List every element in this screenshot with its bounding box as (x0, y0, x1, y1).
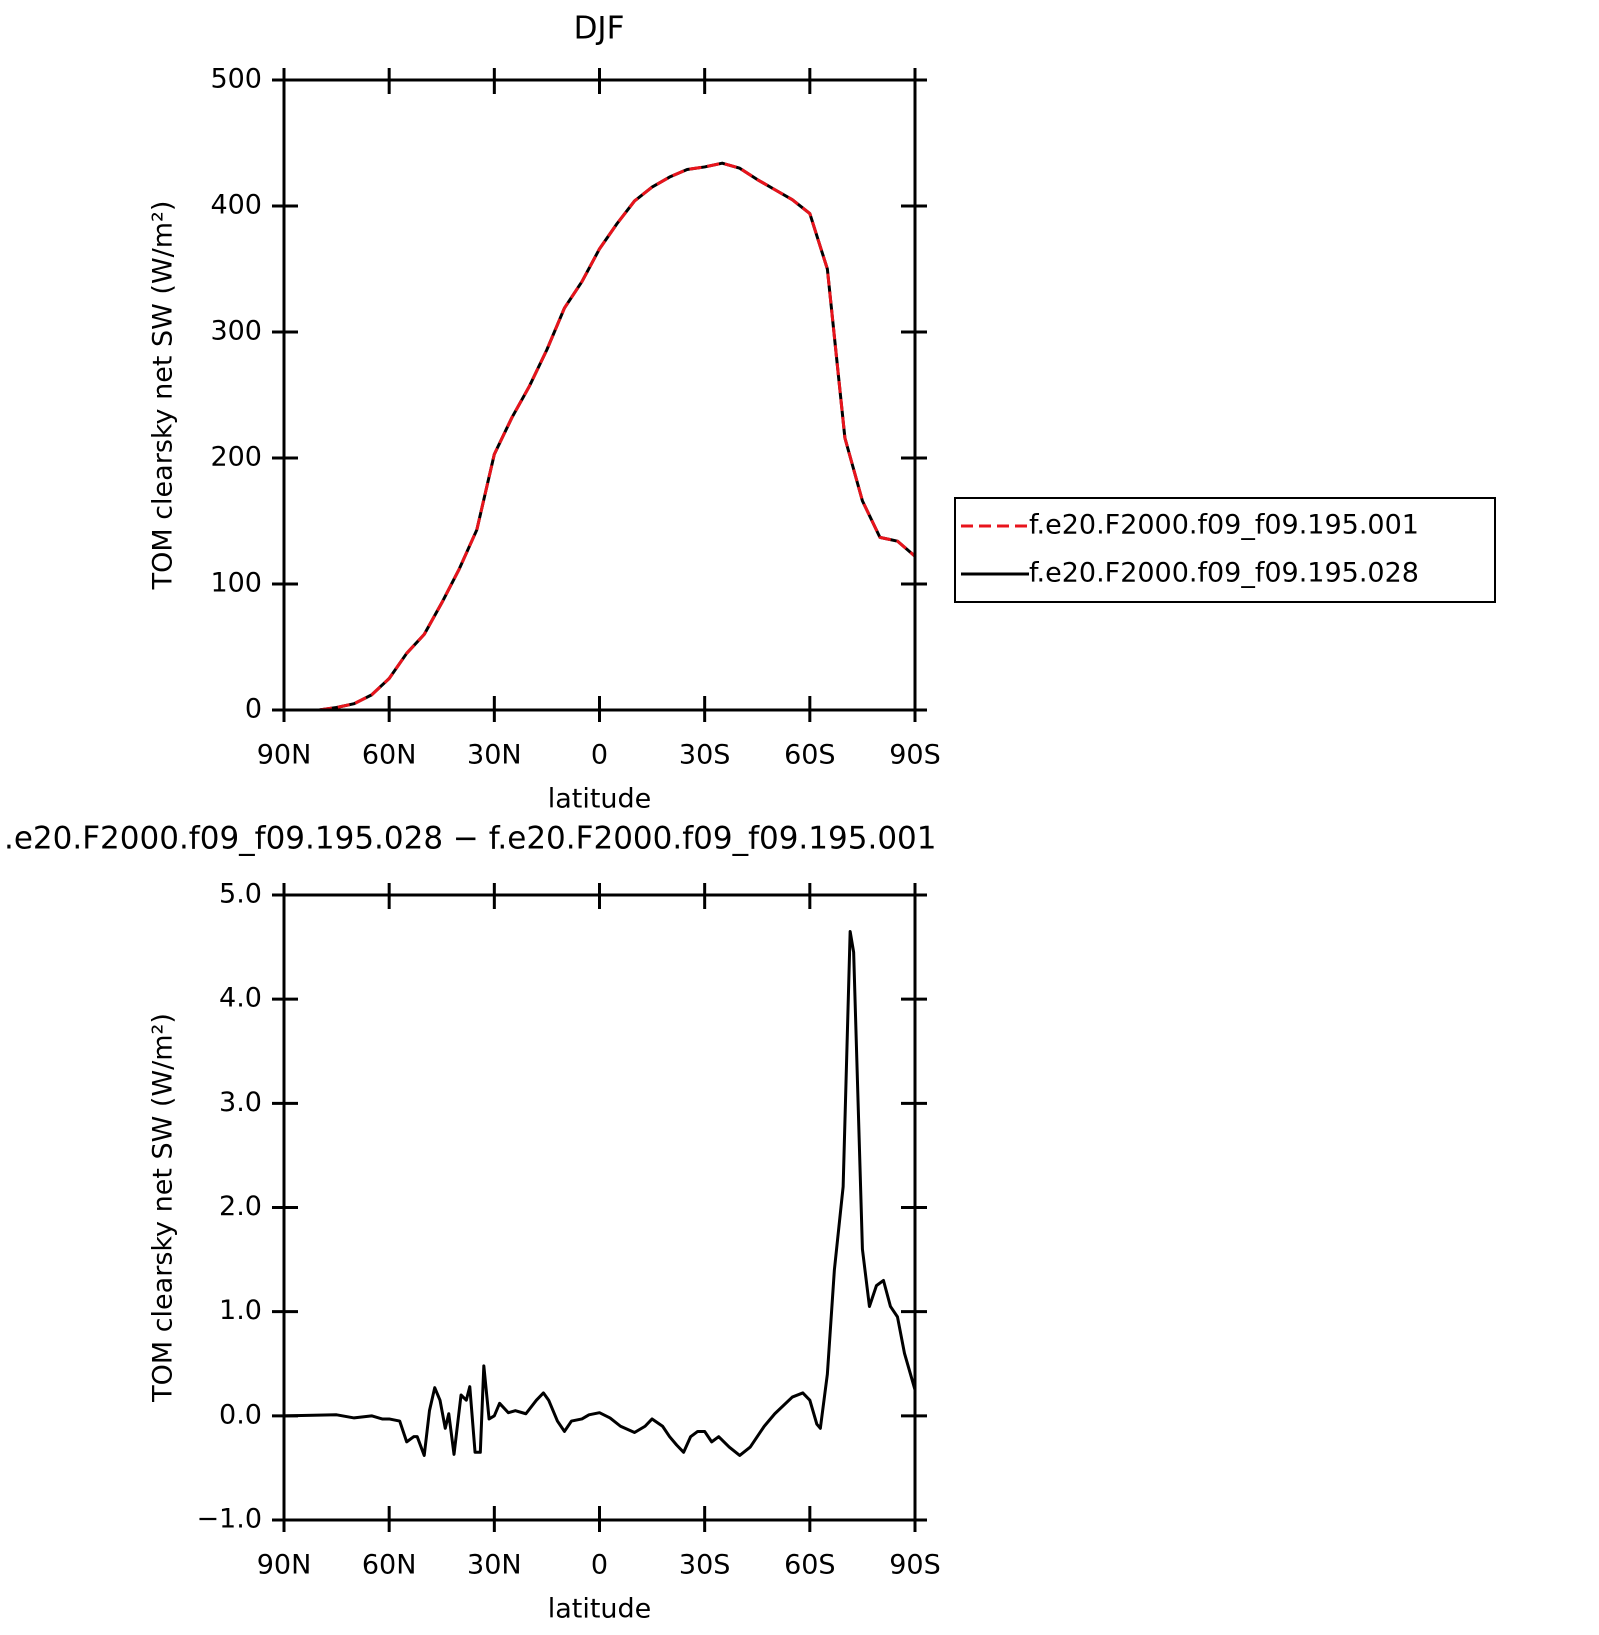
y-tick-label: 2.0 (219, 1191, 262, 1222)
x-tick-label: 30N (467, 740, 522, 771)
y-tick-label: 100 (210, 568, 262, 599)
y-tick-label: 0.0 (219, 1399, 262, 1430)
legend-label: f.e20.F2000.f09_f09.195.001 (1029, 510, 1419, 541)
x-tick-label: 90N (257, 740, 312, 771)
y-tick-label: 300 (210, 316, 262, 347)
y-tick-label: 1.0 (219, 1295, 262, 1326)
y-tick-label: 0 (245, 694, 262, 725)
y-axis-label: TOM clearsky net SW (W/m²) (148, 1013, 179, 1403)
y-tick-label: 500 (210, 64, 262, 95)
x-axis-label: latitude (548, 784, 652, 815)
x-tick-label: 0 (591, 740, 608, 771)
y-axis-label: TOM clearsky net SW (W/m²) (148, 201, 179, 591)
x-tick-label: 30S (679, 1550, 731, 1581)
x-tick-label: 60S (784, 1550, 836, 1581)
x-tick-label: 0 (591, 1550, 608, 1581)
y-tick-label: 4.0 (219, 983, 262, 1014)
legend-box (954, 497, 1496, 603)
line-series (283, 929, 917, 1457)
x-tick-label: 60S (784, 740, 836, 771)
x-tick-label: 90N (257, 1550, 312, 1581)
x-tick-label: 30S (679, 740, 731, 771)
plot-frame (282, 78, 917, 712)
y-tick-label: 200 (210, 442, 262, 473)
y-tick-label: 5.0 (219, 879, 262, 910)
y-tick-label: 3.0 (219, 1087, 262, 1118)
line-series (284, 161, 916, 712)
x-axis-label: latitude (548, 1594, 652, 1625)
x-tick-label: 60N (362, 740, 417, 771)
x-tick-label: 60N (362, 1550, 417, 1581)
x-tick-label: 30N (467, 1550, 522, 1581)
chart-title: DJF (574, 11, 625, 47)
chart-title: .e20.F2000.f09_f09.195.028 − f.e20.F2000… (4, 821, 936, 857)
legend-label: f.e20.F2000.f09_f09.195.028 (1029, 558, 1419, 589)
y-tick-label: 400 (210, 190, 262, 221)
x-tick-label: 90S (889, 1550, 941, 1581)
x-tick-label: 90S (889, 740, 941, 771)
y-tick-label: −1.0 (196, 1504, 262, 1535)
